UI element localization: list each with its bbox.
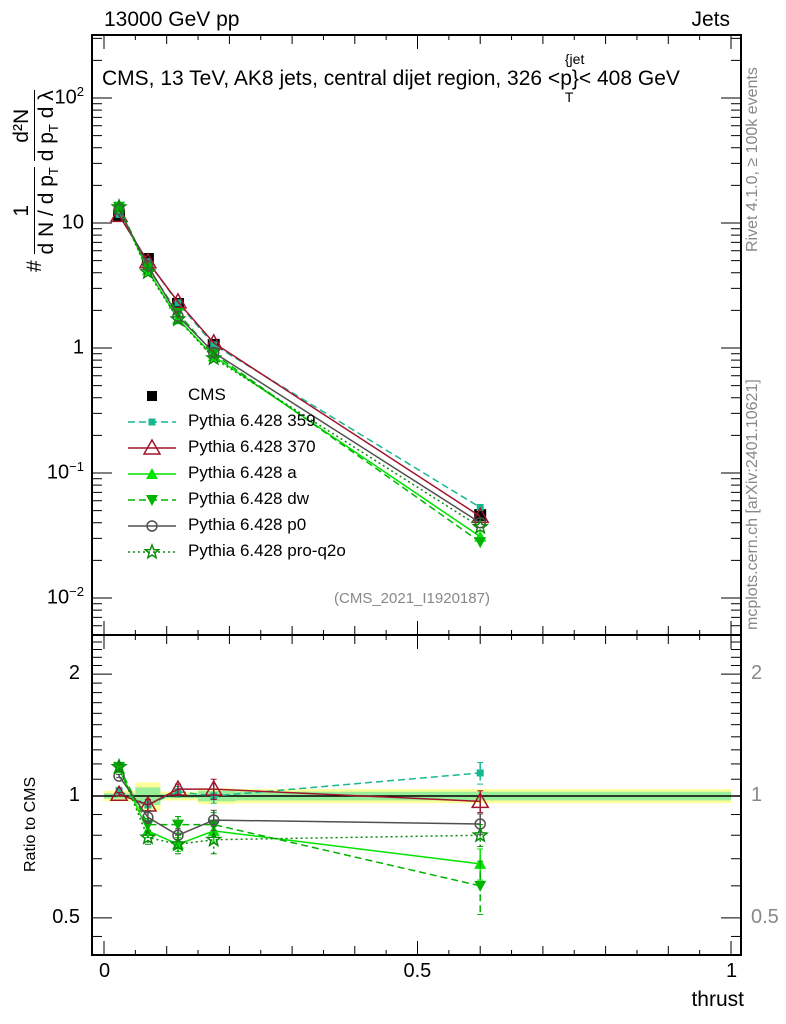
marker-open-circle (146, 520, 158, 532)
marker-star (143, 542, 161, 560)
ratio-plot-frame (91, 634, 742, 956)
ratio-point (471, 826, 489, 843)
data-point (207, 346, 220, 359)
x-tick-label: 0.5 (403, 960, 432, 982)
ratio-series-line (118, 772, 481, 806)
series-pythia-6-428-370 (109, 205, 490, 524)
data-point (139, 263, 157, 280)
ratio-point (476, 769, 484, 777)
ratio-y-tick-label-right: 1 (751, 784, 763, 806)
legend-key-cms (147, 391, 157, 401)
series-line (118, 215, 481, 517)
series-line (118, 206, 481, 528)
analysis-id: (CMS_2021_I1920187) (334, 590, 490, 607)
rivet-version-label: Rivet 4.1.0, ≥ 100k events (744, 67, 761, 252)
legend-entry-pythia-6-428-a: Pythia 6.428 a (188, 463, 297, 482)
ratio-point (474, 880, 487, 892)
x-tick-label: 0 (99, 960, 111, 982)
data-point (471, 517, 489, 535)
ratio-point (109, 784, 129, 801)
ratio-series-pythia-6-428-359 (115, 761, 484, 812)
ratio-y-tick-label: 1 (68, 784, 80, 806)
data-point (207, 348, 220, 360)
y-tick-label: 1 (72, 336, 84, 359)
data-point (169, 310, 187, 327)
legend-key-pythia-6-428-dw (128, 495, 176, 506)
data-point (142, 259, 154, 272)
ratio-series-line (118, 775, 481, 837)
legend-entry-cms: CMS (188, 385, 226, 404)
legend-entry-pythia-6-428-p0: Pythia 6.428 p0 (188, 515, 307, 534)
y-tick-label: 10−2 (46, 584, 84, 609)
data-point (205, 348, 223, 366)
legend-entry-pythia-6-428-pro-q2o: Pythia 6.428 pro-q2o (188, 541, 346, 560)
ratio-point (207, 814, 220, 826)
legend-key-pythia-6-428-370 (128, 438, 176, 455)
ratio-point (139, 828, 157, 845)
marker-small-square (148, 418, 156, 426)
data-point (474, 516, 486, 529)
ratio-y-tick-label-right: 0.5 (751, 905, 779, 928)
y-tick-label: 10−1 (46, 459, 84, 484)
y-tick-label: 10 (61, 211, 84, 234)
data-point (113, 203, 125, 216)
marker-triangle-down (146, 495, 158, 506)
ratio-series-pythia-6-428-pro-q2o (110, 757, 489, 855)
ratio-point (113, 770, 125, 782)
marker-triangle-up (146, 468, 158, 479)
legend-entry-pythia-6-428-370: Pythia 6.428 370 (188, 437, 316, 456)
ratio-series-line (118, 768, 481, 865)
ratio-series-line (118, 766, 481, 846)
legend-key-pythia-6-428-p0 (128, 520, 176, 532)
legend-key-pythia-6-428-359 (128, 418, 176, 426)
x-tick-label: 1 (726, 960, 738, 982)
series-line (118, 209, 481, 524)
ratio-point (204, 779, 224, 796)
ratio-y-tick-label: 0.5 (52, 905, 80, 928)
header-right: Jets (691, 8, 730, 31)
series-pythia-6-428-p0 (113, 203, 486, 529)
y-tick-label: 102 (54, 84, 84, 109)
data-point (110, 197, 128, 215)
series-pythia-6-428-pro-q2o (110, 197, 489, 535)
plot-title: CMS, 13 TeV, AK8 jets, central dijet reg… (102, 51, 680, 105)
header-left: 13000 GeV pp (104, 8, 240, 31)
data-point (141, 262, 154, 274)
ratio-series-pythia-6-428-p0 (113, 770, 486, 843)
ratio-point (115, 787, 123, 795)
mcplots-label: mcplots.cern.ch [arXiv:2401.10621] (744, 379, 761, 630)
ratio-series-line (118, 766, 481, 887)
legend-key-pythia-6-428-a (128, 468, 176, 479)
legend-entry-pythia-6-428-359: Pythia 6.428 359 (188, 411, 316, 430)
ratio-y-tick-label: 2 (68, 662, 80, 685)
data-point (168, 292, 188, 309)
ratio-point (168, 779, 188, 796)
ratio-y-tick-label-right: 2 (751, 662, 763, 685)
ratio-point (470, 791, 490, 809)
x-axis-label: thrust (691, 988, 744, 1011)
marker-square (147, 391, 157, 401)
data-point (474, 537, 487, 549)
ratio-point (141, 819, 154, 831)
ratio-point (142, 811, 154, 824)
ratio-series-pythia-6-428-dw (113, 761, 487, 915)
series-line (118, 214, 481, 509)
ratio-point (205, 830, 223, 848)
ratio-y-label: Ratio to CMS (22, 776, 39, 872)
series-line (118, 207, 481, 538)
data-point (210, 341, 218, 349)
marker-open-triangle (142, 438, 162, 455)
ratio-point (169, 835, 187, 852)
ratio-point (171, 819, 184, 831)
legend-entry-pythia-6-428-dw: Pythia 6.428 dw (188, 489, 309, 508)
ratio-point (110, 757, 128, 775)
series-pythia-6-428-359 (115, 210, 484, 511)
legend-key-pythia-6-428-pro-q2o (128, 542, 176, 560)
